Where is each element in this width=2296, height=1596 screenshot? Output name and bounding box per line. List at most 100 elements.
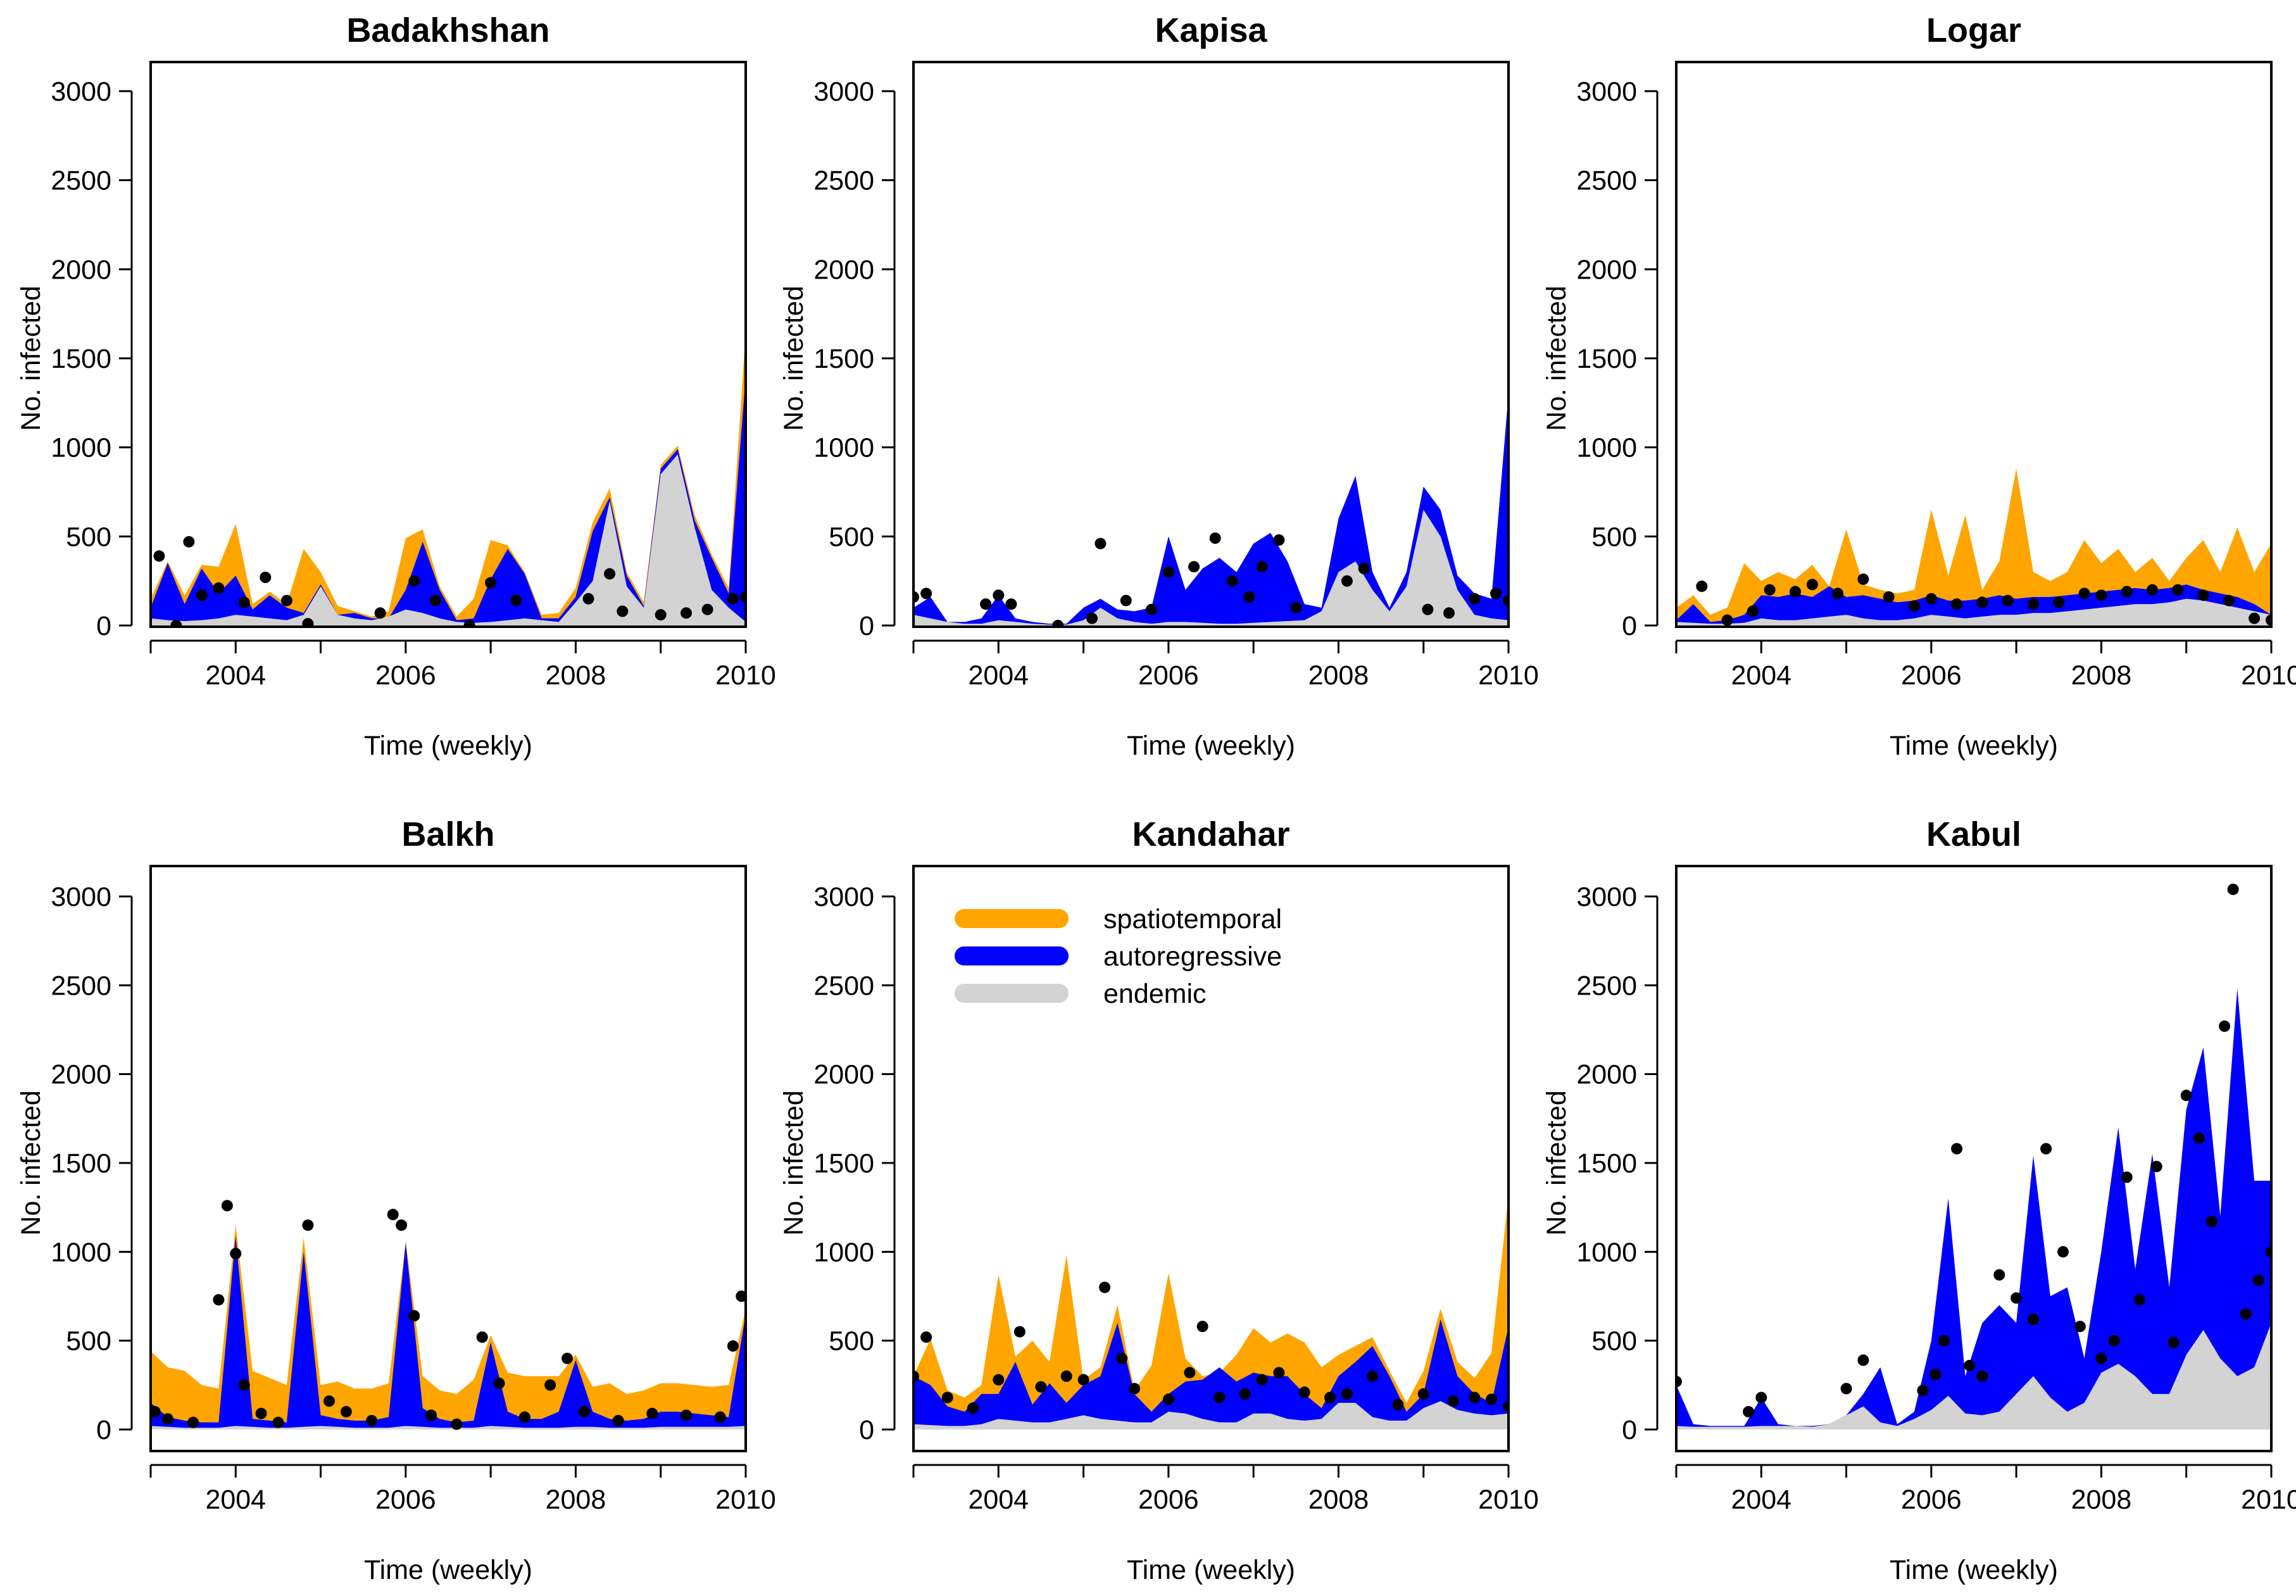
- observed-point: [1951, 598, 1963, 610]
- x-axis-label: Time (weekly): [1127, 1555, 1295, 1585]
- observed-point: [655, 609, 667, 621]
- observed-point: [1721, 614, 1733, 626]
- observed-point: [544, 1379, 556, 1391]
- observed-point: [604, 568, 616, 580]
- observed-point: [183, 536, 195, 548]
- observed-point: [1120, 594, 1132, 606]
- observed-point: [1086, 612, 1098, 624]
- observed-point: [1077, 1374, 1089, 1386]
- observed-point: [2095, 589, 2107, 601]
- x-axis: 2004 2006 2008 2010 Time (weekly): [912, 639, 1539, 761]
- observed-point: [510, 594, 522, 606]
- y-tick-label: 0: [859, 611, 874, 641]
- observed-points: [153, 536, 746, 627]
- panel-badakhshan: Badakhshan 0 500 1000 1500 2000 2500 3000 No. in…: [16, 11, 776, 761]
- observed-point: [280, 594, 292, 606]
- observed-points: [913, 532, 1509, 627]
- observed-point: [1503, 1400, 1509, 1412]
- observed-point: [1005, 598, 1017, 610]
- observed-point: [1503, 594, 1509, 606]
- observed-point: [161, 1413, 173, 1425]
- observed-point: [740, 591, 746, 603]
- observed-point: [2078, 588, 2090, 600]
- y-tick-label: 3000: [51, 882, 111, 912]
- panel-title: Kabul: [1926, 815, 2021, 853]
- x-tick-label: 2008: [2071, 660, 2132, 691]
- observed-point: [1417, 1388, 1429, 1400]
- observed-point: [463, 620, 475, 627]
- observed-point: [2028, 1314, 2039, 1325]
- observed-point: [1273, 1367, 1285, 1379]
- x-tick-label: 2008: [2071, 1485, 2132, 1515]
- observed-point: [387, 1209, 399, 1221]
- observed-points: [913, 1281, 1509, 1414]
- observed-point: [1938, 1335, 1950, 1347]
- observed-point: [617, 605, 629, 617]
- observed-point: [1490, 588, 1502, 600]
- observed-point: [213, 1294, 225, 1306]
- y-tick-label: 1500: [1576, 1148, 1637, 1179]
- x-tick-label: 2004: [205, 660, 266, 691]
- y-tick-label: 1000: [1576, 1237, 1637, 1267]
- observed-point: [913, 591, 919, 603]
- observed-point: [1273, 534, 1285, 546]
- panels: Badakhshan 0 500 1000 1500 2000 2500 3000 No. in…: [16, 11, 2296, 1585]
- observed-point: [2167, 1336, 2180, 1348]
- spatiotemporal-area: [1676, 468, 2271, 625]
- observed-point: [1790, 586, 1801, 598]
- y-axis: 0 500 1000 1500 2000 2500 3000 No. infected: [779, 882, 896, 1445]
- x-tick-label: 2006: [1138, 1485, 1199, 1515]
- observed-point: [714, 1411, 726, 1423]
- observed-point: [1443, 607, 1455, 619]
- y-tick-label: 2000: [813, 1060, 874, 1090]
- y-tick-label: 500: [66, 522, 111, 552]
- x-axis-label: Time (weekly): [364, 731, 532, 761]
- observed-point: [221, 1200, 233, 1212]
- endemic-area: [913, 1401, 1509, 1429]
- observed-point: [1162, 566, 1174, 578]
- observed-point: [408, 575, 420, 587]
- observed-point: [340, 1405, 352, 1417]
- observed-point: [2121, 586, 2133, 598]
- observed-point: [2147, 584, 2158, 596]
- plot-frame: [149, 865, 747, 1452]
- y-axis-label: No. infected: [1541, 286, 1572, 430]
- y-tick-label: 1000: [51, 433, 111, 463]
- y-axis: 0 500 1000 1500 2000 2500 3000 No. infected: [779, 77, 896, 641]
- panel-logar: Logar 0 500 1000 1500 2000 2500 3000 No. infecte…: [1541, 11, 2296, 761]
- x-axis-label: Time (weekly): [1127, 731, 1295, 761]
- observed-point: [1747, 605, 1759, 617]
- observed-point: [255, 1407, 267, 1419]
- areas: [151, 331, 746, 625]
- observed-point: [1857, 1354, 1869, 1366]
- observed-point: [1226, 575, 1238, 587]
- endemic-area: [1676, 1323, 2271, 1429]
- observed-point: [612, 1415, 624, 1426]
- x-tick-label: 2010: [1478, 660, 1539, 691]
- observed-point: [727, 593, 739, 605]
- observed-point: [1324, 1392, 1336, 1404]
- observed-point: [1341, 1388, 1353, 1400]
- observed-point: [2053, 596, 2065, 608]
- observed-point: [1358, 563, 1370, 574]
- y-tick-label: 3000: [1576, 882, 1637, 912]
- observed-point: [2108, 1335, 2120, 1347]
- y-tick-label: 2500: [1576, 971, 1637, 1001]
- y-tick-label: 1000: [51, 1237, 111, 1267]
- y-axis-label: No. infected: [779, 1090, 809, 1235]
- y-tick-label: 1000: [813, 433, 874, 463]
- observed-point: [2193, 1132, 2205, 1144]
- observed-point: [196, 589, 208, 601]
- x-tick-label: 2004: [968, 660, 1029, 691]
- y-tick-label: 2000: [1576, 254, 1637, 285]
- observed-point: [1883, 591, 1895, 603]
- observed-point: [913, 1370, 919, 1382]
- y-tick-label: 2000: [813, 254, 874, 285]
- observed-point: [238, 1379, 250, 1391]
- endemic-area: [913, 510, 1509, 625]
- observed-point: [1764, 584, 1776, 596]
- plot-frame: [1675, 865, 2273, 1452]
- observed-point: [366, 1415, 378, 1426]
- x-tick-label: 2006: [1901, 660, 1962, 691]
- y-axis-label: No. infected: [16, 1090, 46, 1235]
